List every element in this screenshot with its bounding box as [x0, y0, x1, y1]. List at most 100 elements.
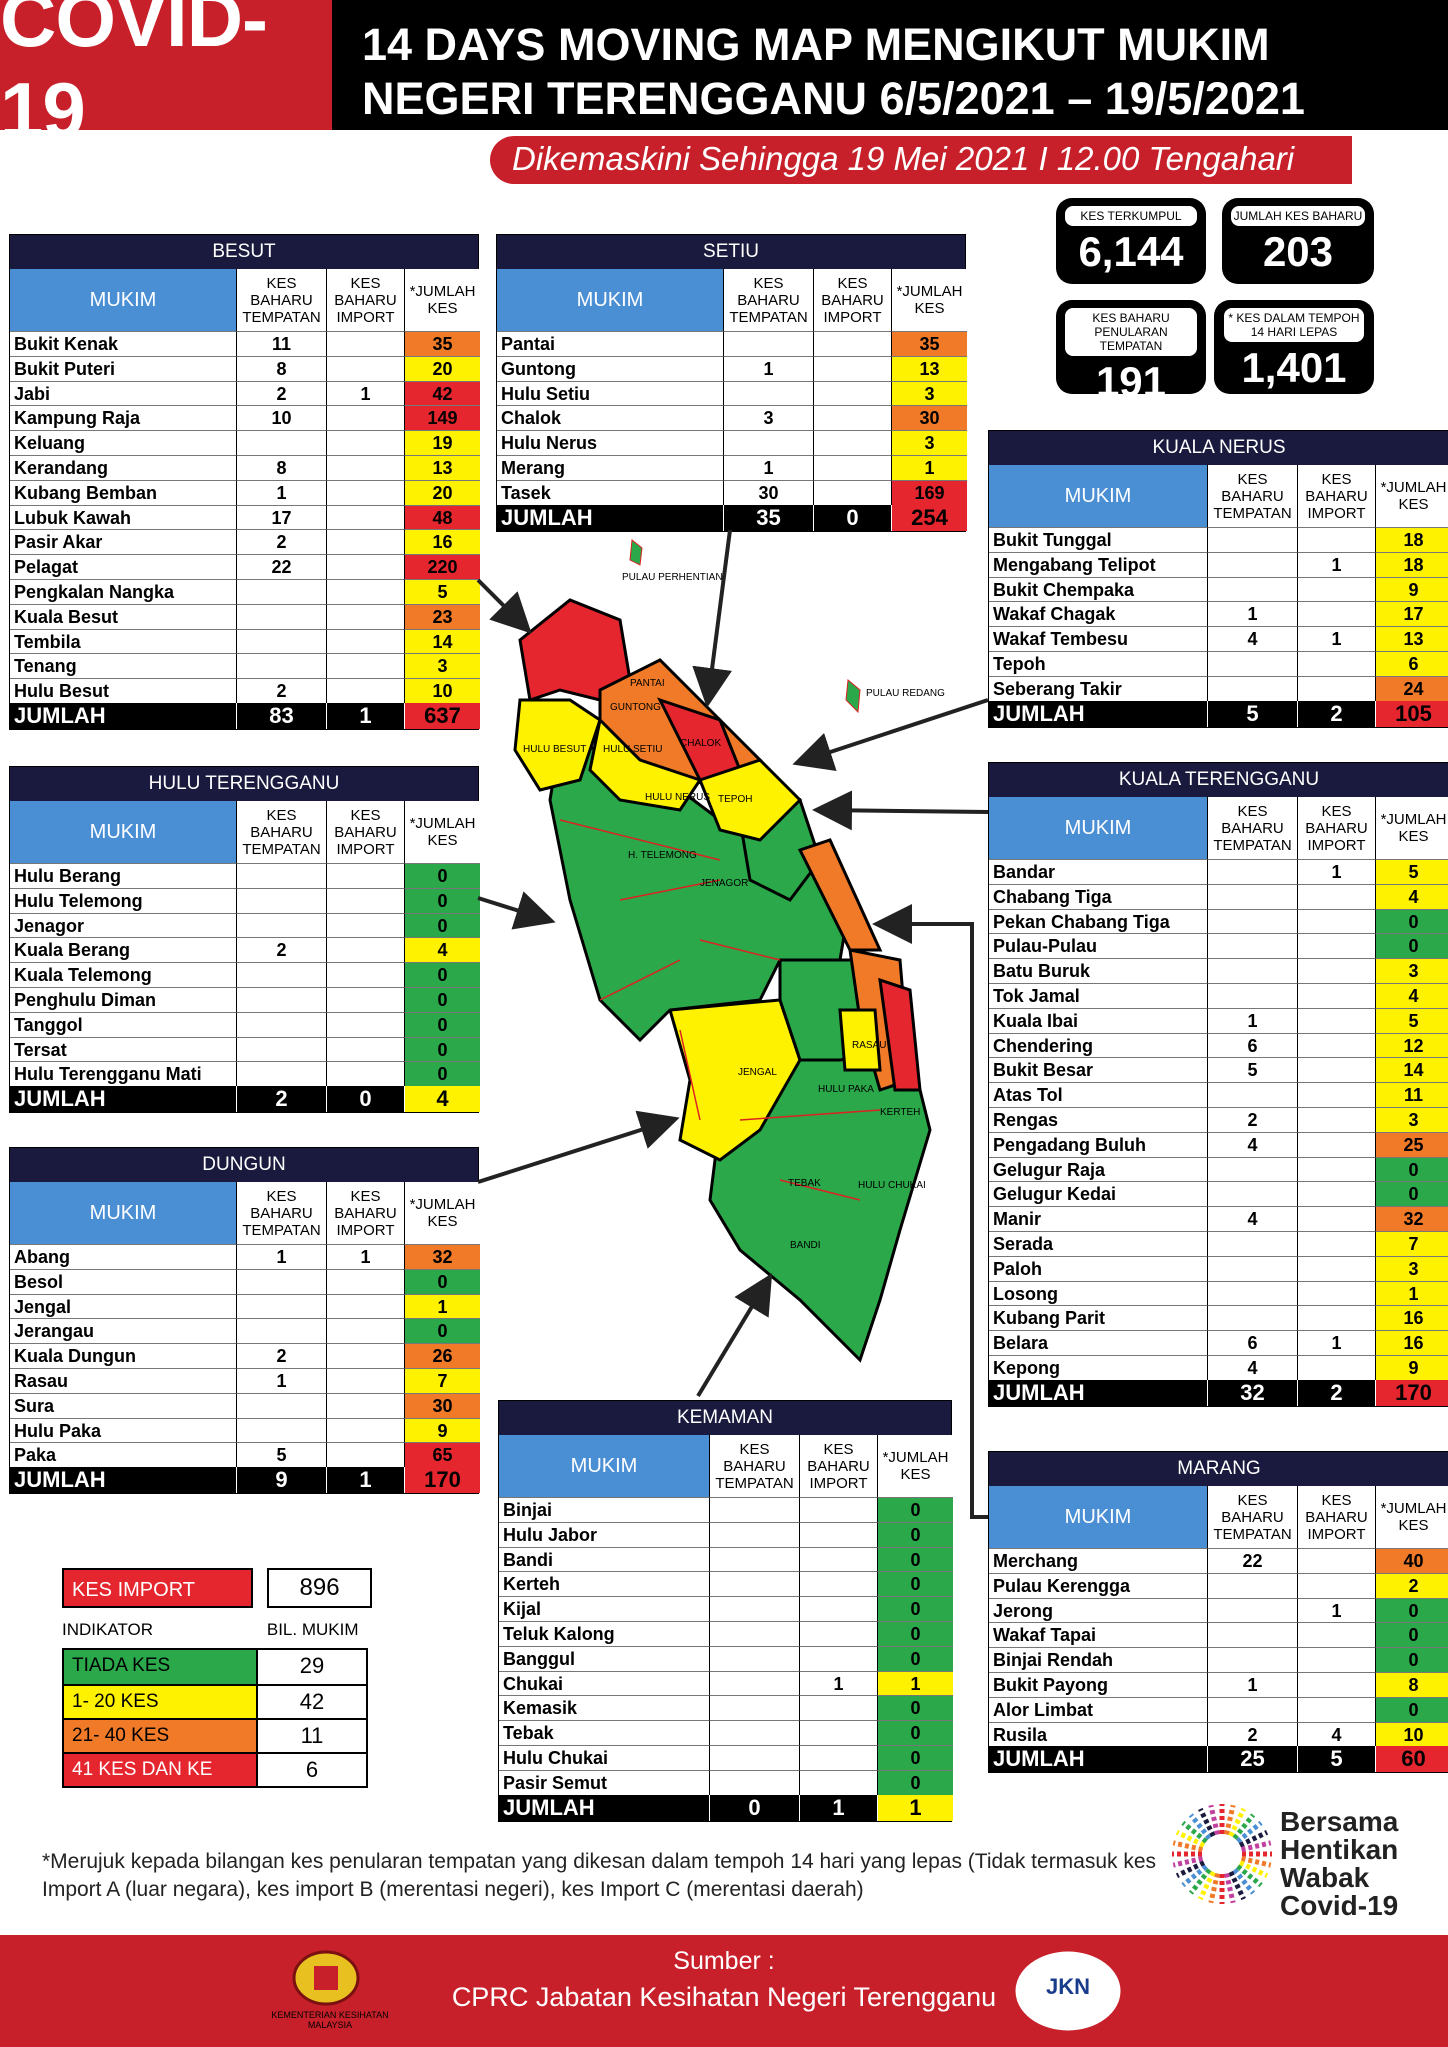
cell: 2 — [1207, 1106, 1297, 1132]
cell — [709, 1521, 799, 1547]
indicator-row: TIADA KES 29 — [64, 1650, 366, 1684]
table-row: Pelagat 22 220 — [10, 554, 480, 579]
cell: 0 — [404, 1318, 480, 1344]
table-row: Kubang Parit 16 — [989, 1305, 1448, 1331]
label-chalok: CHALOK — [680, 738, 721, 749]
sumber-label: Sumber : — [673, 1947, 775, 1975]
cell: 4 — [404, 937, 480, 963]
cell: 0 — [1375, 1696, 1448, 1722]
indicator-label: TIADA KES — [64, 1650, 258, 1684]
bil-mukim-header: BIL. MUKIM — [266, 1620, 359, 1639]
cell — [326, 1343, 404, 1368]
cell — [1207, 1230, 1297, 1256]
table-header: MUKIM KES BAHARU TEMPATAN KES BAHARU IMP… — [989, 797, 1448, 859]
cell: 10 — [1375, 1721, 1448, 1747]
table-row: Pengkalan Nangka 5 — [10, 578, 480, 604]
table-row: Kerandang 8 13 — [10, 454, 480, 480]
indicator-count: 42 — [299, 1689, 325, 1714]
col-jumlah: *JUMLAH KES — [1375, 465, 1448, 527]
table-row: Rengas 2 3 — [989, 1106, 1448, 1132]
cell — [1297, 601, 1375, 627]
cell — [236, 1417, 326, 1443]
table-row: Kubang Bemban 1 20 — [10, 479, 480, 505]
cell: Tebak — [499, 1720, 709, 1745]
map-pulau-redang — [845, 679, 861, 714]
table-total: JUMLAH 35 0 254 — [497, 504, 967, 531]
table-row: Chukai 1 1 — [499, 1670, 953, 1696]
table-row: Binjai 0 — [499, 1497, 953, 1522]
total-cell: 0 — [326, 1086, 404, 1113]
cell — [1207, 1622, 1297, 1648]
table-row: Abang 1 1 32 — [10, 1244, 480, 1269]
cell: 18 — [1375, 551, 1448, 577]
cell: 18 — [1375, 527, 1448, 552]
cell — [326, 454, 404, 480]
table-row: Hulu Chukai 0 — [499, 1744, 953, 1770]
cell: Tepoh — [989, 650, 1207, 676]
logo-ray — [1181, 1820, 1208, 1844]
cell — [236, 1061, 326, 1087]
cell: 11 — [1375, 1082, 1448, 1107]
cell — [236, 887, 326, 913]
cell: 65 — [404, 1442, 480, 1468]
cell — [1297, 1671, 1375, 1697]
table-row: Bukit Payong 1 8 — [989, 1671, 1448, 1697]
cell: 20 — [404, 355, 480, 381]
cell — [1207, 883, 1297, 909]
map-kuala-nerus — [698, 758, 803, 842]
col-jumlah: *JUMLAH KES — [404, 269, 480, 331]
cell: 0 — [404, 887, 480, 913]
cell: 14 — [1375, 1057, 1448, 1083]
col-jumlah: *JUMLAH KES — [891, 269, 967, 331]
table-header: MUKIM KES BAHARU TEMPATAN KES BAHARU IMP… — [989, 465, 1448, 527]
import-label: KES IMPORT — [62, 1568, 254, 1608]
cell — [1207, 527, 1297, 552]
table-row: Hulu Setiu 3 — [497, 380, 967, 406]
table-row: Tebak 0 — [499, 1720, 953, 1745]
cell — [709, 1695, 799, 1721]
col-mukim: MUKIM — [497, 269, 723, 331]
cell: 3 — [1375, 1255, 1448, 1281]
table-row: Teluk Kalong 0 — [499, 1620, 953, 1646]
col-import: KES BAHARU IMPORT — [326, 269, 404, 331]
cell — [1297, 1280, 1375, 1306]
cell: Pengadang Buluh — [989, 1131, 1207, 1157]
cell: 0 — [404, 863, 480, 888]
cell — [326, 1417, 404, 1443]
cell — [723, 331, 813, 356]
cell: Rasau — [10, 1367, 236, 1393]
logo-ray — [1175, 1830, 1206, 1848]
stat-local-cases: KES BAHARU PENULARAN TEMPATAN 191 — [1056, 300, 1206, 405]
cell: 4 — [1207, 1131, 1297, 1157]
kkm-label: KEMENTERIAN KESIHATAN MALAYSIA — [271, 2010, 389, 2030]
cell — [1297, 1647, 1375, 1672]
cell: Serada — [989, 1230, 1207, 1256]
table-row: Besol 0 — [10, 1268, 480, 1294]
table-row: Seberang Takir 24 — [989, 675, 1448, 701]
logo-ray — [1188, 1868, 1212, 1895]
table-row: Tanggol 0 — [10, 1011, 480, 1037]
cell — [236, 1392, 326, 1418]
cell: Hulu Nerus — [497, 430, 723, 455]
cell: 32 — [404, 1244, 480, 1269]
cell — [326, 1011, 404, 1037]
cell: Binjai — [499, 1497, 709, 1522]
table-row: Gelugur Kedai 0 — [989, 1181, 1448, 1207]
cell: 0 — [877, 1497, 953, 1522]
table-kualaterengganu: KUALA TERENGGANU MUKIM KES BAHARU TEMPAT… — [988, 762, 1448, 1407]
cell: Abang — [10, 1244, 236, 1269]
cell — [1207, 1255, 1297, 1281]
table-title: KUALA TERENGGANU — [989, 763, 1448, 797]
cell — [326, 1036, 404, 1062]
cell — [799, 1720, 877, 1745]
cell — [1207, 1305, 1297, 1331]
col-tempatan: KES BAHARU TEMPATAN — [709, 1435, 799, 1497]
cell: Wakaf Chagak — [989, 601, 1207, 626]
table-title: MARANG — [989, 1452, 1448, 1486]
cell: Sura — [10, 1392, 236, 1418]
cell — [1207, 958, 1297, 983]
cell: 13 — [891, 355, 967, 381]
cell — [1207, 982, 1297, 1008]
cell: Jabi — [10, 380, 236, 406]
terengganu-map: .a{stroke:#000;stroke-width:3;fill-opaci… — [513, 539, 945, 1363]
